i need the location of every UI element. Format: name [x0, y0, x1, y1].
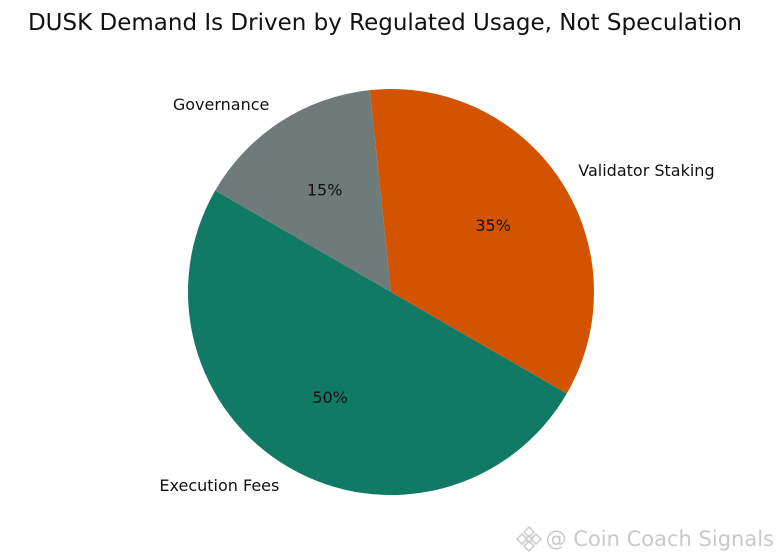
chart-title: DUSK Demand Is Driven by Regulated Usage… [28, 10, 742, 36]
binance-logo-icon [515, 526, 542, 552]
pie-slice-execution-fees [188, 190, 567, 495]
pie-slice-governance [215, 90, 391, 292]
pie-slices [188, 89, 595, 495]
watermark: @ Coin Coach Signals [515, 526, 774, 552]
pie-pct-label: 50% [312, 388, 348, 407]
pie-slice-validator-staking [369, 89, 595, 394]
pie-category-label: Execution Fees [159, 476, 279, 495]
pie-labels: 50% Execution Fees 35% Validator Staking 15%… [159, 95, 714, 495]
pie-category-label: Governance [173, 95, 270, 114]
pie-pct-label: 15% [307, 180, 343, 199]
pie-pct-label: 35% [475, 216, 511, 235]
watermark-text: @ Coin Coach Signals [545, 527, 774, 551]
pie-category-label: Validator Staking [578, 161, 714, 180]
